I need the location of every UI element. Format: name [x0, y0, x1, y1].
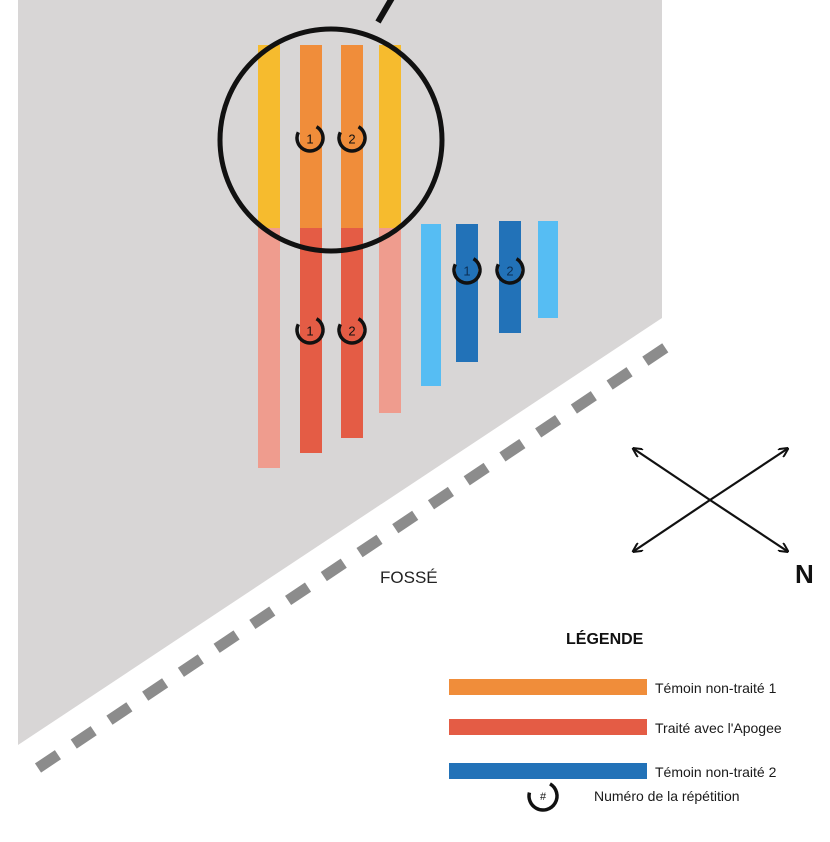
legend-label-control-2: Témoin non-traité 2 [655, 764, 777, 780]
strip-left-light-top [258, 45, 280, 228]
compass-arrow-ne-sw-b [634, 499, 711, 551]
strip-left-light-bottom [258, 228, 280, 468]
legend-swatch-control-1 [449, 679, 647, 695]
plot-strips-orange-red [258, 45, 401, 468]
rep-marker-red-2: 2 [337, 315, 367, 345]
plot-strips-blue [421, 221, 558, 386]
compass-arrow-ne-sw [709, 449, 787, 501]
compass-arrow-nw-se [634, 449, 711, 501]
strip-blue-light-left [421, 224, 441, 386]
strip-red-2 [341, 228, 363, 438]
legend-rep-symbol: # [527, 780, 559, 812]
rep-marker-blue-2: 2 [495, 255, 525, 285]
legend-label-repetition: Numéro de la répétition [594, 788, 740, 804]
strip-right-light-bottom [379, 228, 401, 413]
north-label: N [795, 559, 814, 589]
compass-arrow-nw-se-b [709, 499, 787, 551]
legend-title: LÉGENDE [566, 629, 644, 648]
strip-red-1 [300, 228, 322, 453]
strip-blue-2 [499, 221, 521, 333]
rep-marker-orange-2: 2 [337, 123, 367, 153]
compass: N [634, 449, 814, 589]
strip-blue-1 [456, 224, 478, 362]
rep-number: 2 [506, 264, 513, 279]
zoom-circle [217, 26, 445, 254]
rep-number: 1 [463, 264, 470, 279]
strip-blue-light-right [538, 221, 558, 318]
legend-label-control-1: Témoin non-traité 1 [655, 680, 777, 696]
rep-number: 1 [306, 132, 313, 147]
zoom-handle [375, 0, 395, 24]
strip-orange-2 [341, 45, 363, 228]
strip-orange-1 [300, 45, 322, 228]
field-area [18, 0, 662, 745]
rep-marker-blue-1: 1 [452, 255, 482, 285]
strip-right-light-top [379, 45, 401, 228]
rep-number: 2 [348, 324, 355, 339]
rep-symbol-text: # [540, 791, 547, 803]
legend-swatch-control-2 [449, 763, 647, 779]
legend-label-treated: Traité avec l'Apogee [655, 720, 782, 736]
legend: LÉGENDE Témoin non-traité 1 Traité avec … [449, 629, 782, 812]
rep-number: 2 [348, 132, 355, 147]
legend-swatch-treated [449, 719, 647, 735]
ditch-label: FOSSÉ [380, 568, 438, 587]
rep-number: 1 [306, 324, 313, 339]
rep-marker-orange-1: 1 [295, 123, 325, 153]
rep-marker-red-1: 1 [295, 315, 325, 345]
